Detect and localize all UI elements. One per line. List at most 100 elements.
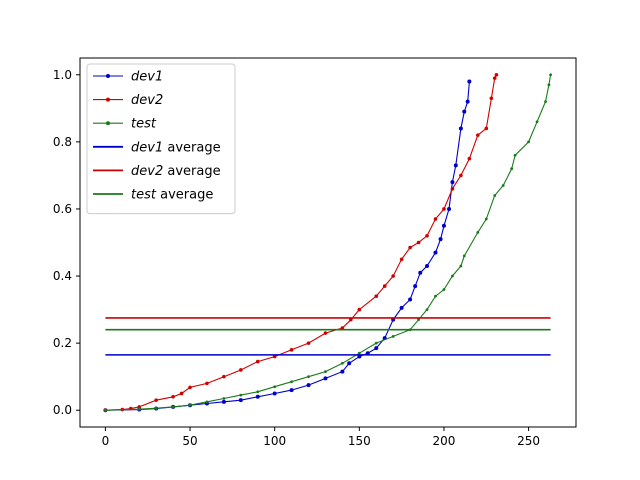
test-point <box>434 294 437 298</box>
test-point <box>357 351 361 355</box>
test-point <box>510 167 514 171</box>
dev1-point <box>347 361 352 366</box>
x-tick-label: 200 <box>433 434 456 448</box>
dev2-point <box>306 341 311 345</box>
dev2-point <box>489 96 494 101</box>
dev2-point <box>425 233 429 238</box>
test-point <box>459 264 463 268</box>
test-point <box>256 390 260 394</box>
test-point <box>549 73 553 77</box>
dev2-point <box>467 156 472 161</box>
dev1-point <box>255 394 260 399</box>
test-point <box>484 217 488 221</box>
x-tick-label: 100 <box>263 434 286 448</box>
dev1-point <box>272 391 277 396</box>
y-tick-label: 0.4 <box>53 269 72 283</box>
dev2-point <box>476 133 480 137</box>
legend-marker <box>106 97 110 102</box>
dev2-point <box>484 126 489 131</box>
dev1-point <box>453 163 458 168</box>
y-tick-label: 0.0 <box>53 403 72 417</box>
dev2-point <box>171 395 175 399</box>
test-point <box>425 308 429 311</box>
legend-label: dev1 <box>131 70 163 85</box>
test-point <box>171 405 175 409</box>
dev2-point <box>239 368 243 372</box>
legend-marker <box>106 121 110 126</box>
dev1-point <box>441 223 446 228</box>
x-tick-label: 250 <box>517 434 540 448</box>
dev1-point <box>238 398 243 403</box>
dev2-point <box>450 187 455 191</box>
legend-label: test <box>131 117 157 132</box>
dev2-point <box>357 307 362 312</box>
dev2-point <box>442 207 446 211</box>
dev1-point <box>289 388 294 393</box>
dev1-point <box>425 263 430 268</box>
test-point <box>462 254 466 258</box>
dev2-point <box>416 240 421 245</box>
dev2-point <box>494 72 499 77</box>
test-point <box>547 83 551 87</box>
x-tick-label: 50 <box>182 434 197 448</box>
test-series-line <box>105 74 552 411</box>
dev1-point <box>433 250 438 255</box>
test-point <box>340 361 344 365</box>
dev1-point <box>467 79 472 84</box>
y-tick-label: 0.6 <box>53 202 72 216</box>
test-point <box>391 335 395 338</box>
test-point <box>451 274 454 278</box>
test-point <box>442 288 446 291</box>
dev1-point <box>438 237 443 242</box>
dev2-point <box>255 359 260 364</box>
dev2-point <box>382 284 387 288</box>
dev1-point <box>340 369 345 374</box>
y-tick-label: 0.2 <box>53 336 72 350</box>
axes: 0 50 100 150 200 250 0.0 0.2 0.4 0.6 0.8 1.0 <box>53 57 577 448</box>
dev2-point <box>391 274 395 278</box>
dev1-point <box>399 305 404 310</box>
dev1-point <box>465 99 470 104</box>
legend-label: test average <box>131 188 213 203</box>
test-point <box>324 370 327 374</box>
dev1-point <box>462 109 467 114</box>
dev1-point <box>374 346 379 351</box>
dev2-point <box>188 385 192 390</box>
dev1-point <box>418 270 423 275</box>
dev2-point <box>459 173 463 178</box>
test-point <box>290 380 294 384</box>
test-point <box>137 407 141 411</box>
dev1-point <box>458 126 463 131</box>
test-point <box>501 184 505 187</box>
dev2-point <box>492 76 497 80</box>
legend-label: dev2 average <box>131 164 221 179</box>
dev1-point <box>447 206 452 211</box>
test-point <box>154 406 158 410</box>
x-tick-label: 150 <box>348 434 371 448</box>
test-point <box>239 393 243 397</box>
y-tick-label: 0.8 <box>53 135 72 149</box>
dev2-point <box>137 405 142 409</box>
dev2-point <box>289 348 294 352</box>
test-point <box>417 318 420 322</box>
dev2-point <box>323 331 328 335</box>
test-point <box>374 341 378 345</box>
dev2-point <box>374 294 379 298</box>
dev2-point <box>399 257 404 262</box>
legend: dev1 dev2 test dev1 average dev2 average test… <box>86 63 236 215</box>
dev1-point <box>221 399 226 404</box>
test-point <box>527 140 531 144</box>
dev1-point <box>323 376 328 381</box>
test-point <box>476 231 480 234</box>
legend-marker <box>106 74 110 78</box>
test-point <box>544 100 547 104</box>
dev1-point <box>306 383 311 388</box>
x-tick-label: 0 <box>102 434 110 448</box>
test-point <box>307 375 310 379</box>
plot-area <box>103 72 553 413</box>
dev2-point <box>154 398 158 402</box>
dev1-point <box>450 180 455 185</box>
legend-label: dev2 <box>131 93 163 108</box>
test-point <box>273 385 277 389</box>
